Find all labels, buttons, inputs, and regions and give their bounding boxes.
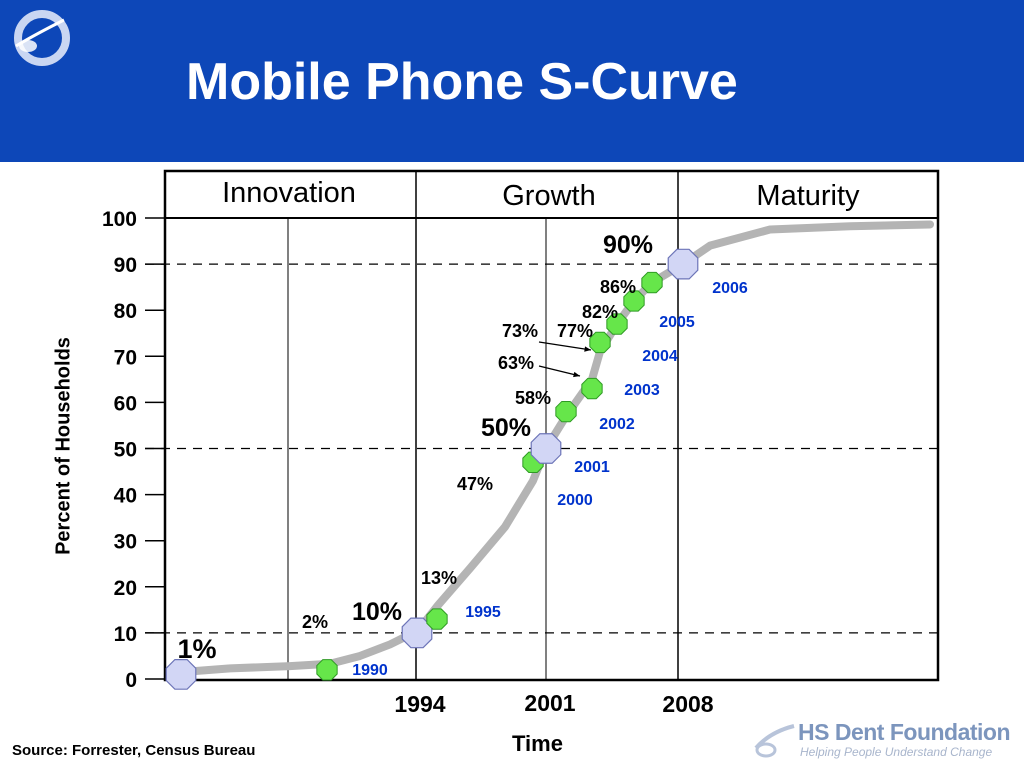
point-year-label: 2005 (659, 314, 695, 331)
point-pct-label: 2% (302, 612, 328, 632)
pointer-arrowhead (584, 346, 591, 352)
y-tick-label: 70 (114, 346, 137, 369)
point-pct-label: 73% (502, 321, 538, 341)
point-year-label: 2000 (557, 492, 593, 509)
point-year-label: 2006 (712, 280, 748, 297)
org-tagline: Helping People Understand Change (800, 745, 993, 759)
phase-label: Innovation (222, 177, 356, 209)
y-tick-label: 50 (114, 439, 137, 462)
plot-frame (163, 169, 940, 682)
data-point (426, 608, 448, 630)
data-point (623, 290, 645, 312)
data-point (581, 377, 603, 400)
point-pct-label: 50% (481, 414, 531, 442)
point-pct-label: 90% (603, 231, 653, 259)
x-tick-label: 1994 (394, 691, 445, 717)
data-point (606, 313, 628, 335)
y-tick-label: 0 (125, 669, 137, 692)
point-year-label: 1990 (352, 662, 388, 679)
y-tick-label: 30 (114, 531, 137, 554)
y-tick-label: 10 (114, 623, 137, 646)
source-note: Source: Forrester, Census Bureau (12, 742, 256, 759)
point-pct-label: 86% (600, 277, 636, 297)
swoosh-icon (754, 724, 795, 758)
point-pct-label: 13% (421, 568, 457, 588)
point-pct-label: 1% (177, 634, 216, 664)
page-title: Mobile Phone S-Curve (186, 53, 738, 111)
phase-label: Maturity (756, 180, 860, 212)
pointer-arrowhead (573, 371, 580, 378)
pointer-arrow (538, 365, 581, 377)
data-point (316, 659, 338, 681)
point-year-label: 2004 (642, 348, 678, 365)
y-tick-label: 60 (114, 392, 137, 415)
y-tick-label: 80 (114, 300, 137, 323)
point-pct-label: 63% (498, 353, 534, 373)
milestone-point (667, 248, 699, 280)
point-year-label: 2002 (599, 416, 635, 433)
point-pct-label: 10% (352, 598, 402, 626)
data-point (555, 400, 577, 423)
org-name: HS Dent Foundation (798, 719, 1011, 745)
x-tick-label: 2008 (662, 691, 713, 717)
point-year-label: 1995 (465, 604, 501, 621)
phase-label: Growth (502, 180, 595, 212)
x-tick-label: 2001 (524, 690, 575, 716)
y-axis-label: Percent of Households (52, 337, 75, 555)
y-tick-label: 90 (114, 254, 137, 277)
point-pct-label: 47% (457, 474, 493, 494)
x-axis-label: Time (512, 731, 563, 756)
data-point (589, 331, 611, 354)
milestone-point (530, 433, 562, 464)
point-year-label: 2001 (574, 459, 610, 476)
hs-dent-logo: HS Dent Foundation Helping People Unders… (752, 718, 1014, 764)
y-tick-label: 40 (114, 485, 137, 508)
data-point (641, 271, 663, 294)
point-year-label: 2003 (624, 382, 660, 399)
y-tick-label: 100 (102, 208, 137, 231)
point-pct-label: 82% (582, 302, 618, 322)
point-pct-label: 58% (515, 388, 551, 408)
y-tick-label: 20 (114, 577, 137, 600)
globe-logo-icon (14, 10, 70, 66)
pointer-arrow (538, 341, 592, 351)
point-pct-label: 77% (557, 321, 593, 341)
milestone-point (165, 659, 197, 690)
title-banner: Mobile Phone S-Curve (0, 0, 1024, 162)
